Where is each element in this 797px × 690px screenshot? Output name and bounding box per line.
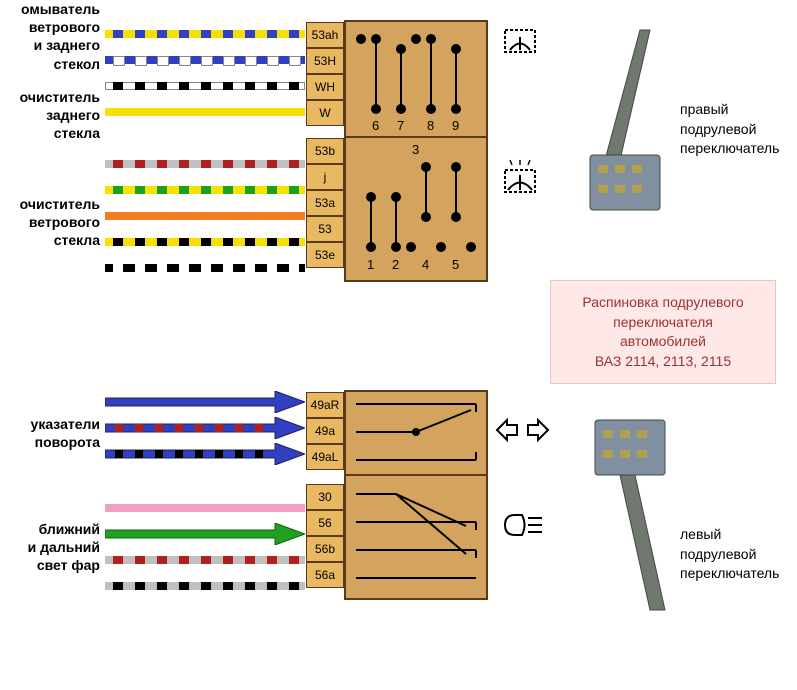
wire-arrow [105,417,305,439]
wire [105,108,305,116]
wire [105,82,305,90]
pin-53e: 53e [306,242,344,268]
pin-49aL: 49aL [306,444,344,470]
label-turn-signals: указатели поворота [0,415,100,451]
wire [105,30,305,38]
label-front-cleaner: очиститель ветрового стекла [0,195,100,250]
connector-top: 67893 1245 [344,20,488,282]
wire [105,56,305,64]
wire [105,582,305,590]
wire-arrow [105,443,305,465]
pin-53H: 53H [306,48,344,74]
pin-W: W [306,100,344,126]
pin-56a: 56a [306,562,344,588]
wire [105,186,305,194]
pin-56: 56 [306,510,344,536]
wire-arrow [105,391,305,413]
pin-53b: 53b [306,138,344,164]
right-stalk-illustration [570,20,690,220]
label-left-stalk: левый подрулевой переключатель [680,525,779,584]
wire [105,556,305,564]
label-rear-cleaner: очиститель заднего стекла [0,88,100,143]
pin-56b: 56b [306,536,344,562]
pin-49aR: 49aR [306,392,344,418]
rear-wiper-icon [500,25,540,60]
label-beams: ближний и дальний свет фар [0,520,100,575]
front-wiper-icon [500,160,540,200]
wire [105,212,305,220]
pin-53: 53 [306,216,344,242]
pin-WH: WH [306,74,344,100]
pin-30: 30 [306,484,344,510]
wire-arrow [105,523,305,545]
turn-arrows-icon [495,415,550,445]
label-washer: омыватель ветрового и заднего стекол [0,0,100,73]
headlight-icon [500,510,545,540]
left-stalk-illustration [580,410,700,630]
pin-j: j [306,164,344,190]
pin-53a: 53a [306,190,344,216]
connector-bottom [344,390,488,600]
pin-49a: 49a [306,418,344,444]
label-right-stalk: правый подрулевой переключатель [680,100,779,159]
pin-53ah: 53ah [306,22,344,48]
wire [105,160,305,168]
wire [105,238,305,246]
wire [105,264,305,272]
wire [105,504,305,512]
title-box: Распиновка подрулевого переключателя авт… [550,280,776,384]
